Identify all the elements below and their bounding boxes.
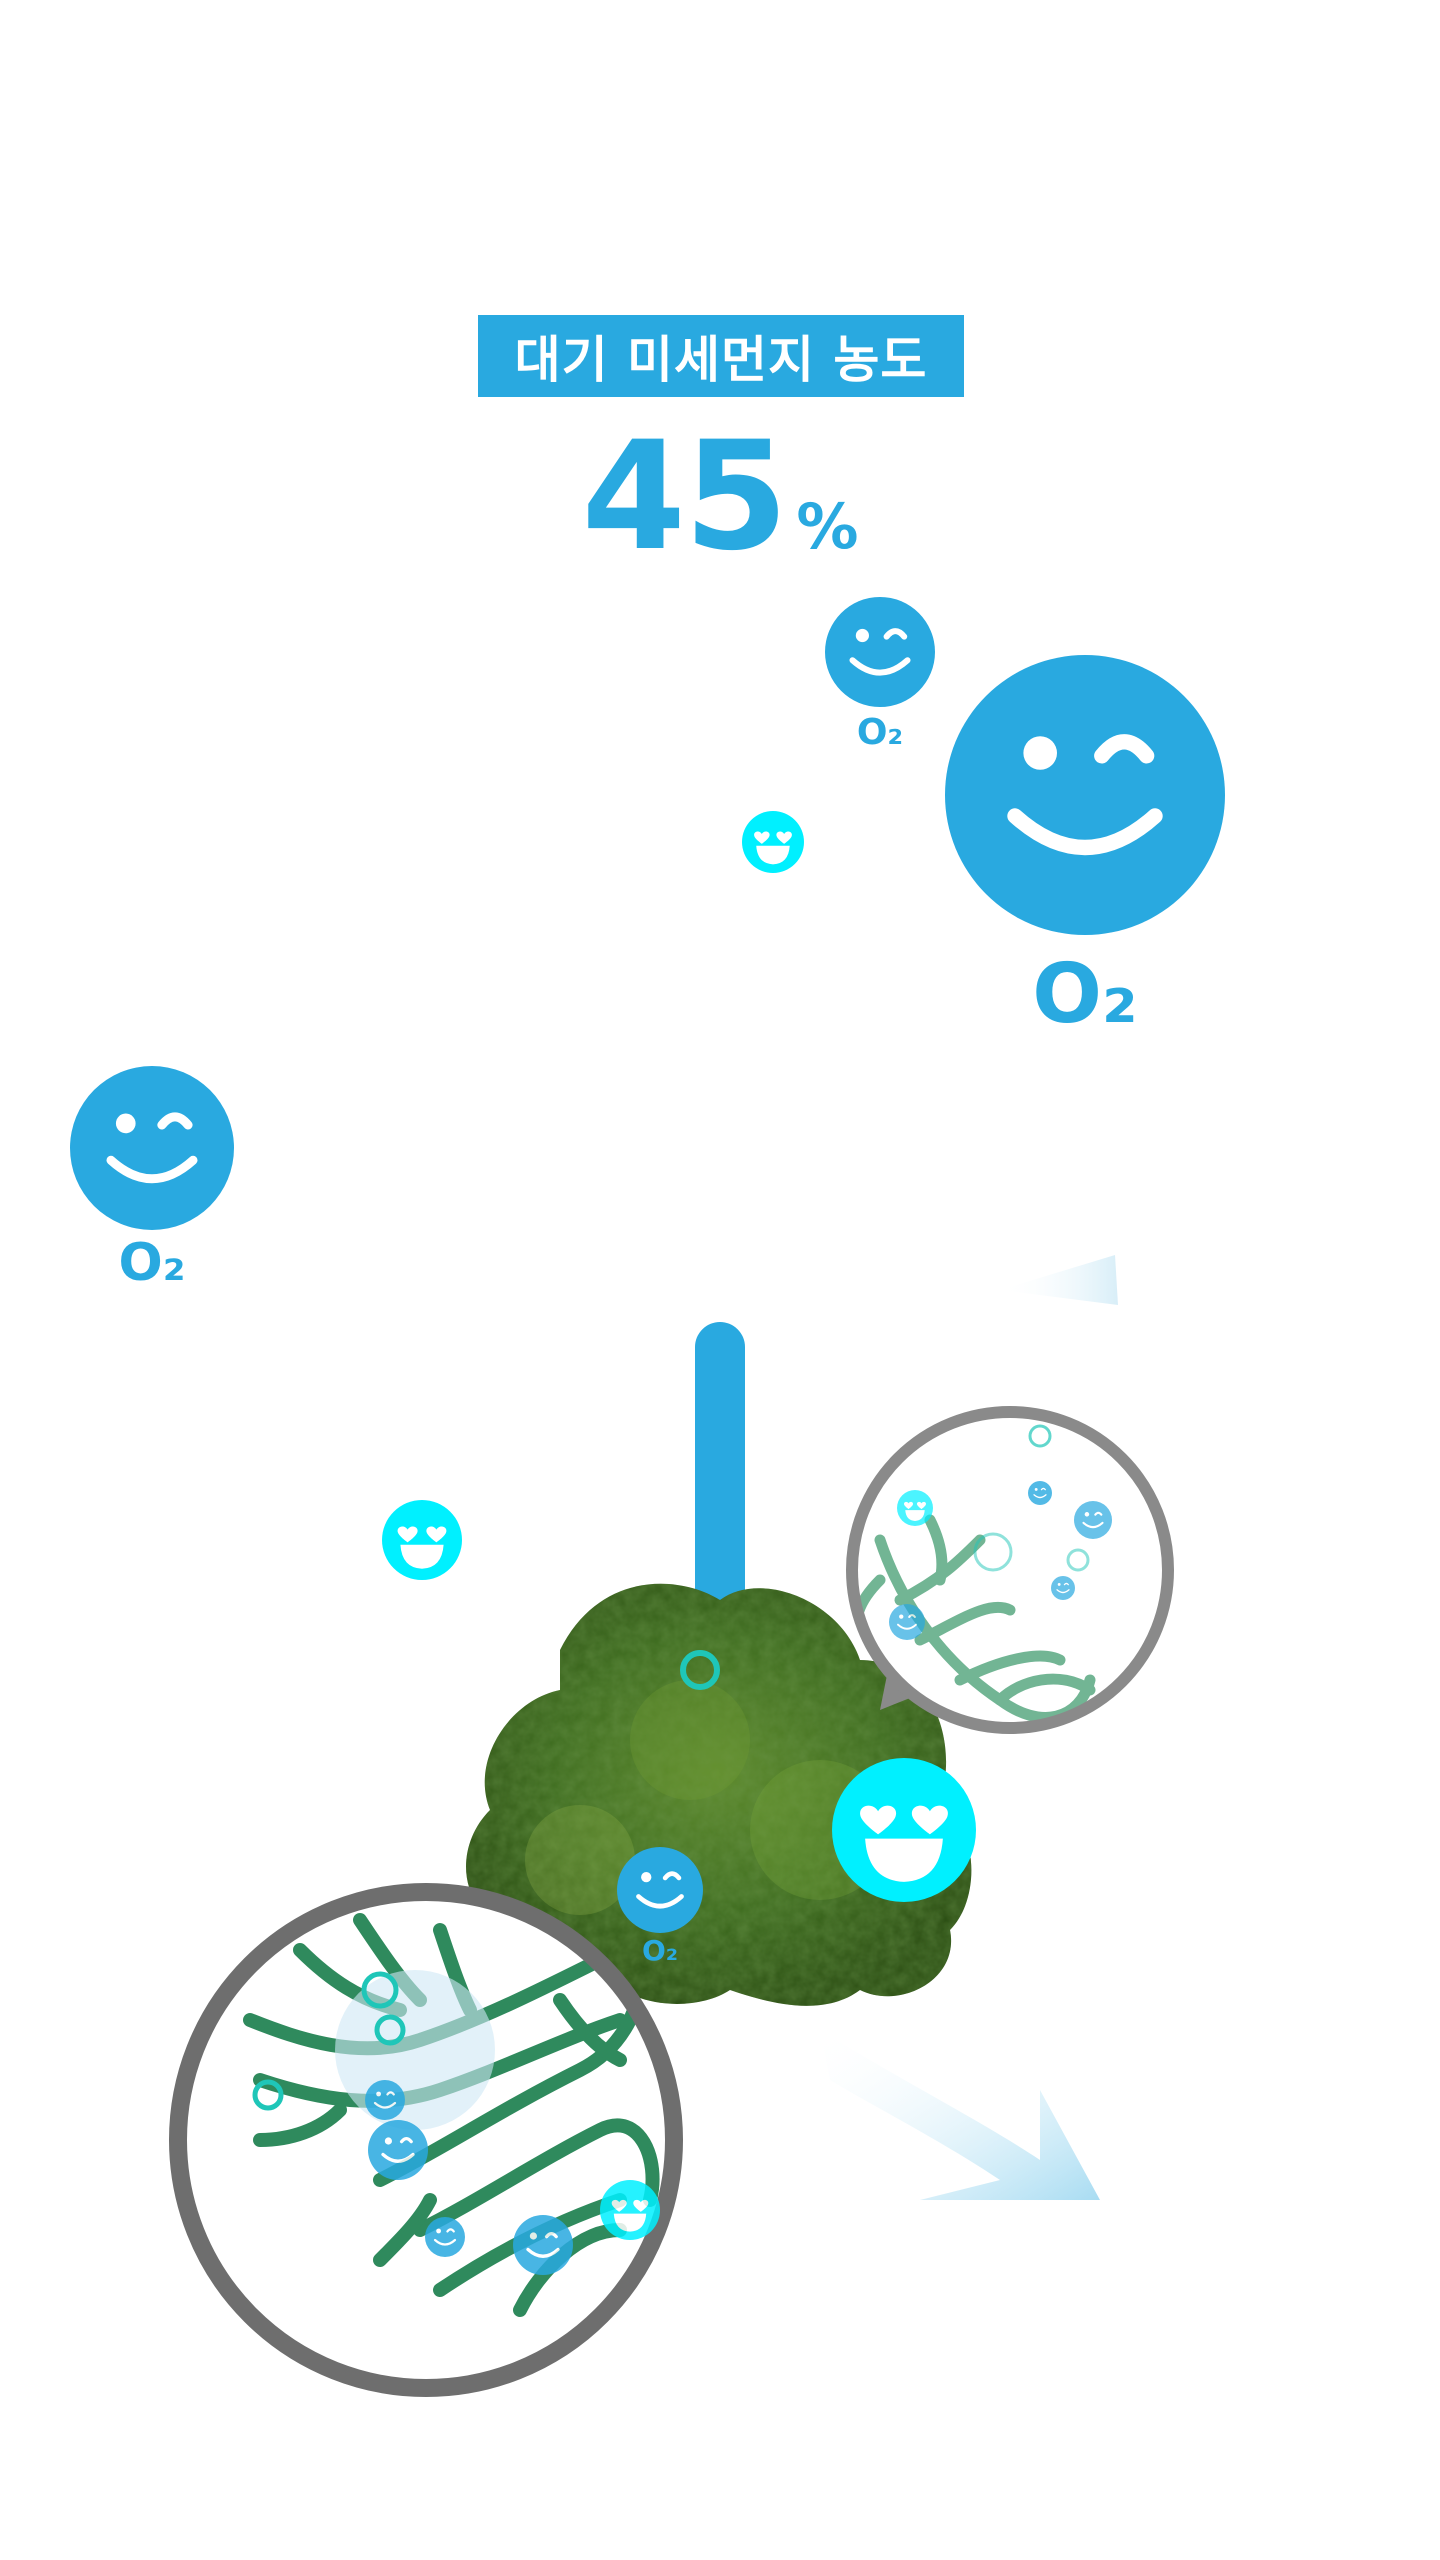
o2-molecule-icon	[374, 2014, 406, 2046]
concentration-value: 45	[581, 410, 789, 584]
wink-smiley-icon	[511, 2213, 575, 2277]
o2-smiley-left: O₂	[70, 1066, 234, 1293]
gauge-bar	[695, 1322, 745, 1662]
o2-label: O₂	[857, 712, 903, 753]
magnifier-lens-right	[846, 1406, 1174, 1734]
o2-molecule-icon	[973, 1532, 1013, 1572]
wink-smiley-icon	[825, 597, 935, 707]
wink-smiley-icon	[1072, 1499, 1114, 1541]
o2-smiley-large: O₂	[945, 655, 1225, 1042]
o2-molecule-icon	[680, 1650, 720, 1690]
tree-icon	[466, 1583, 972, 2006]
arrow-bottom-right-icon	[820, 2030, 1100, 2200]
wink-smiley-icon	[366, 2118, 430, 2182]
o2-molecule-icon	[1028, 1424, 1052, 1448]
o2-molecule-icon	[252, 2079, 284, 2111]
concentration-readout: 45%	[0, 410, 1440, 584]
o2-smiley-tree: O₂	[617, 1847, 703, 1967]
heart-eyes-smiley-icon	[742, 811, 804, 873]
concentration-unit: %	[796, 490, 859, 563]
wink-smiley-icon	[617, 1847, 703, 1933]
heart-eyes-smiley-icon	[897, 1490, 933, 1526]
o2-smiley-small: O₂	[825, 597, 935, 753]
wink-smiley-icon	[1027, 1480, 1053, 1506]
o2-label: O₂	[119, 1233, 186, 1293]
wink-smiley-icon	[945, 655, 1225, 935]
o2-molecule-icon	[1066, 1548, 1090, 1572]
magnifier-lens-left	[169, 1883, 683, 2397]
o2-molecule-icon	[361, 1971, 399, 2009]
arrow-top-right-icon	[1000, 1255, 1118, 1305]
wink-smiley-icon	[1050, 1575, 1076, 1601]
heart-eyes-smiley-icon	[600, 2180, 660, 2240]
title-banner: 대기 미세먼지 농도	[478, 315, 964, 397]
heart-eyes-smiley-icon	[832, 1758, 976, 1902]
page-title: 대기 미세먼지 농도	[514, 331, 928, 389]
heart-eyes-smiley-icon	[382, 1500, 462, 1580]
wink-smiley-icon	[888, 1603, 926, 1641]
o2-label: O₂	[1032, 947, 1138, 1042]
wink-smiley-icon	[423, 2215, 467, 2259]
o2-label: O₂	[642, 1934, 678, 1967]
wink-smiley-icon	[363, 2078, 407, 2122]
wink-smiley-icon	[70, 1066, 234, 1230]
